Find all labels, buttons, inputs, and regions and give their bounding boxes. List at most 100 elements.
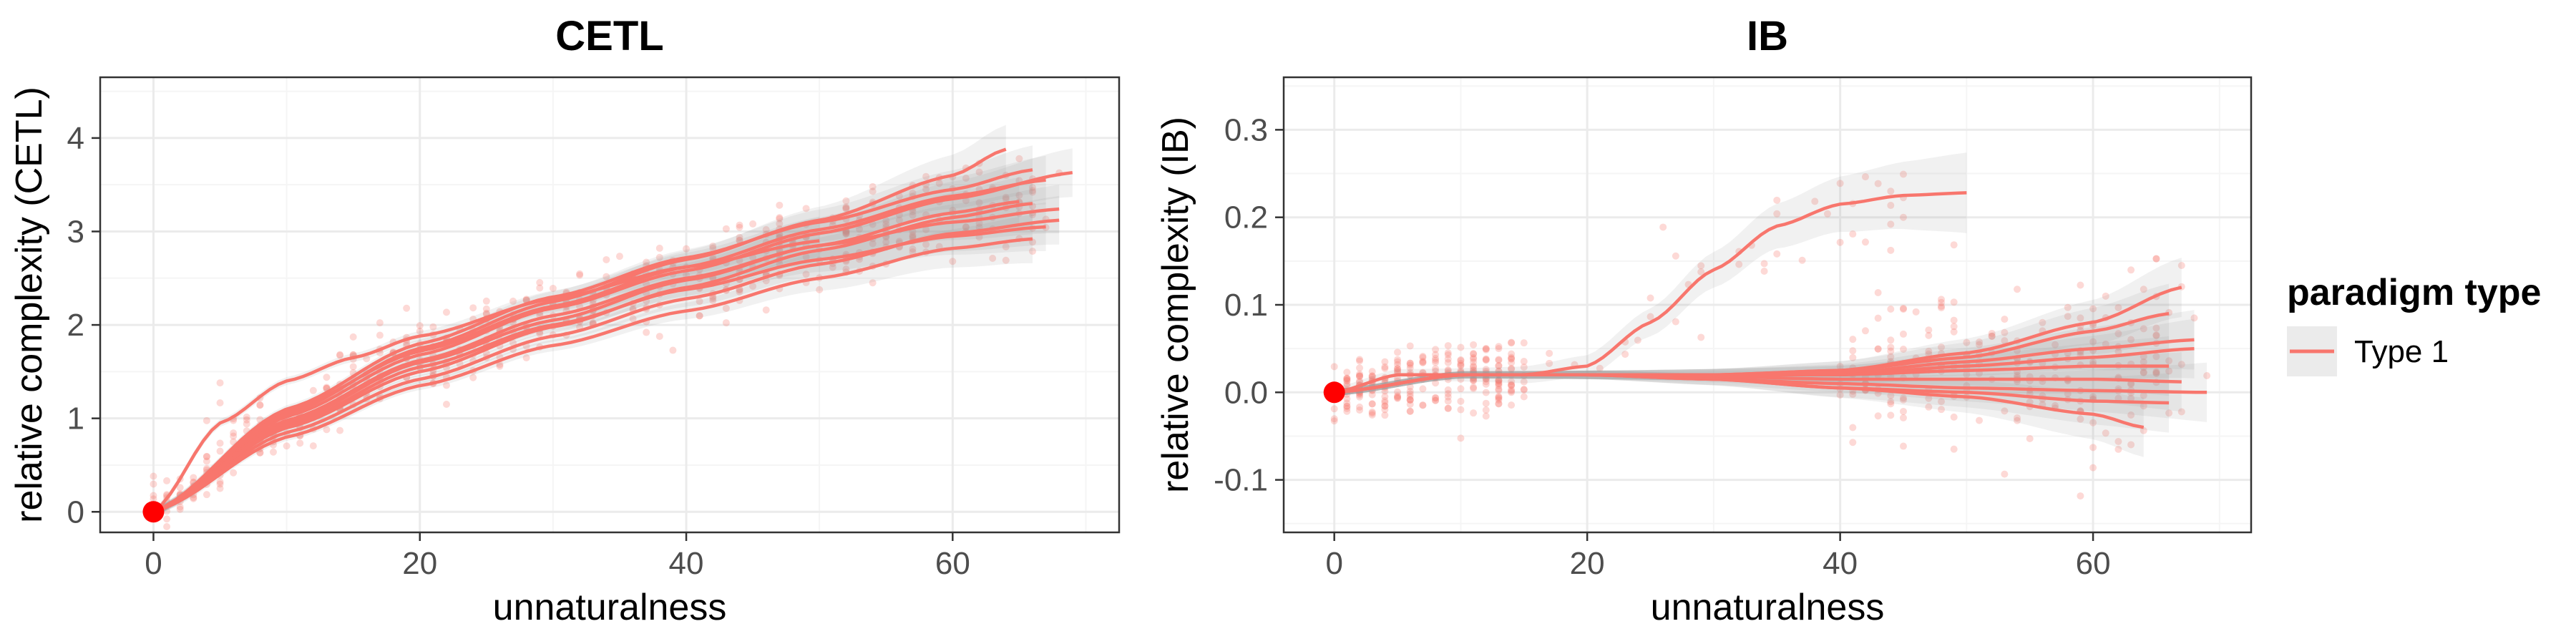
ib-data-point	[1457, 361, 1465, 369]
ib-data-point	[1887, 400, 1895, 408]
ib-data-point	[2014, 286, 2021, 293]
ib-data-point	[2140, 369, 2147, 376]
cetl-data-point	[576, 270, 584, 278]
ib-data-point	[1406, 393, 1414, 401]
ib-data-point	[1470, 341, 1478, 348]
ib-data-point	[1406, 396, 1414, 404]
ib-data-point	[2114, 437, 2122, 445]
ib-data-point	[2064, 313, 2072, 321]
cetl-data-point	[802, 253, 810, 260]
ib-data-point	[2014, 416, 2021, 424]
ib-data-point	[1394, 394, 1402, 401]
ib-data-point	[1470, 377, 1478, 385]
ib-data-point	[1394, 366, 1402, 374]
ib-data-point	[1406, 359, 1414, 367]
cetl-smooth-line	[152, 170, 1073, 514]
cetl-data-point	[176, 503, 184, 511]
ib-data-point	[1406, 401, 1414, 409]
cetl-data-point	[163, 523, 171, 531]
cetl-data-point	[776, 214, 784, 222]
ib-data-point	[1356, 406, 1364, 414]
ib-data-point	[1343, 377, 1351, 385]
ib-data-point	[1432, 358, 1440, 366]
ib-data-point	[1874, 345, 1882, 353]
ib-data-point	[1874, 180, 1882, 187]
cetl-data-point	[736, 221, 743, 229]
cetl-data-point	[150, 480, 157, 488]
cetl-data-point	[882, 238, 890, 246]
ib-data-point	[1508, 382, 1516, 390]
cetl-data-point	[696, 298, 703, 306]
ib-data-point	[1343, 399, 1351, 407]
ib-data-point	[2190, 314, 2198, 322]
ib-data-point	[1495, 380, 1503, 388]
cetl-data-point	[975, 199, 983, 207]
ib-data-point	[1368, 391, 1376, 399]
ib-data-point	[1330, 363, 1338, 371]
ib-data-point	[1495, 345, 1503, 353]
ib-data-point	[1444, 386, 1452, 394]
ib-confidence-band	[1334, 371, 2170, 433]
ib-data-point	[1394, 388, 1402, 396]
cetl-data-point	[203, 452, 210, 460]
cetl-data-point	[482, 297, 490, 305]
ib-data-point	[1963, 338, 1971, 346]
cetl-data-point	[230, 429, 238, 437]
ib-data-point	[1394, 392, 1402, 400]
ib-data-point	[1368, 374, 1376, 381]
cetl-data-point	[736, 223, 743, 231]
ib-data-point	[1520, 364, 1528, 371]
cetl-data-point	[1029, 248, 1037, 255]
ib-data-point	[1925, 326, 1933, 334]
ib-data-point	[2114, 330, 2122, 338]
ib-data-point	[2114, 303, 2122, 311]
cetl-confidence-band	[153, 195, 1060, 516]
ib-data-point	[1457, 343, 1465, 351]
ib-data-point	[1470, 409, 1478, 417]
ib-data-point	[1495, 343, 1503, 351]
ib-data-point	[1470, 350, 1478, 358]
ib-data-point	[1988, 332, 1996, 340]
cetl-data-point	[216, 379, 224, 387]
ib-data-point	[1419, 385, 1427, 393]
ib-data-point	[1470, 376, 1478, 384]
ib-data-point	[1887, 353, 1895, 361]
cetl-confidence-band	[153, 179, 1033, 516]
ib-data-point	[1621, 351, 1629, 358]
ib-data-point	[2089, 338, 2097, 346]
ib-data-point	[1887, 391, 1895, 399]
cetl-y-tick-label: 0	[67, 494, 84, 530]
cetl-data-point	[802, 270, 810, 278]
cetl-data-point	[469, 304, 477, 312]
ib-data-point	[1406, 383, 1414, 391]
cetl-data-point	[842, 197, 850, 205]
cetl-data-point	[629, 315, 637, 323]
ib-data-point	[1887, 305, 1895, 313]
cetl-data-point	[935, 180, 943, 187]
ib-data-point	[1444, 358, 1452, 366]
cetl-data-point	[909, 231, 917, 239]
cetl-data-point	[1015, 155, 1023, 162]
ib-data-point	[1976, 341, 1984, 348]
ib-data-point	[1419, 358, 1427, 366]
cetl-data-point	[323, 384, 331, 391]
cetl-data-point	[150, 492, 157, 499]
ib-confidence-band	[1334, 318, 2195, 396]
ib-data-point	[1495, 376, 1503, 384]
ib-data-point	[1836, 391, 1844, 399]
cetl-data-point	[216, 478, 224, 486]
ib-data-point	[1381, 399, 1389, 406]
ib-data-point	[2102, 429, 2109, 437]
cetl-data-point	[349, 333, 357, 341]
cetl-data-point	[416, 322, 424, 330]
ib-data-point	[1457, 367, 1465, 375]
cetl-data-point	[243, 413, 250, 421]
ib-data-point	[1482, 375, 1490, 383]
ib-data-point	[1938, 398, 1946, 406]
cetl-smooth-line	[152, 239, 820, 513]
cetl-data-point	[762, 226, 770, 234]
ib-data-point	[2001, 328, 2009, 336]
ib-data-point	[2140, 426, 2147, 434]
ib-data-point	[2152, 255, 2160, 263]
legend: paradigm type Type 1	[2287, 272, 2541, 376]
